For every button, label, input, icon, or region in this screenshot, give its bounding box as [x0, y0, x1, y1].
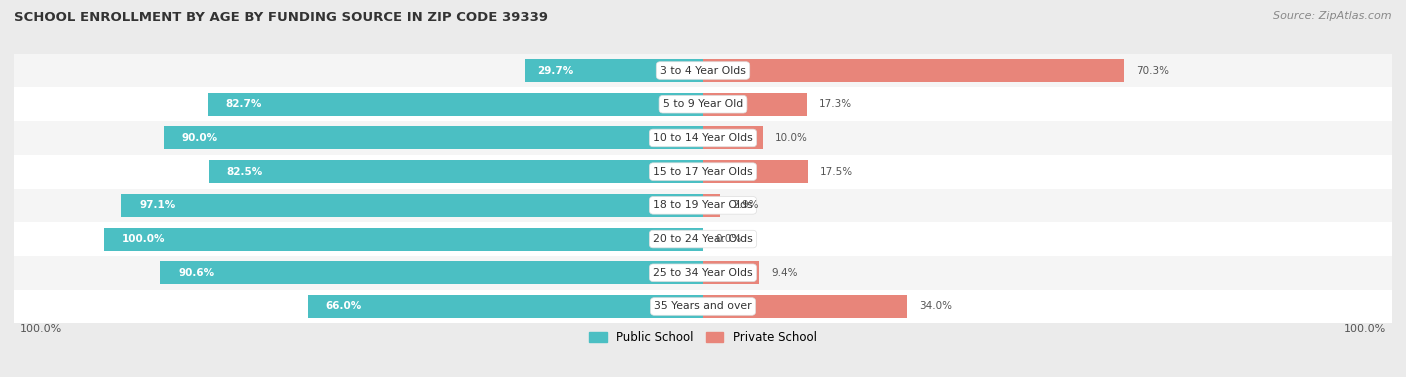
Bar: [524, 59, 703, 82]
Text: 25 to 34 Year Olds: 25 to 34 Year Olds: [654, 268, 752, 278]
Text: 3 to 4 Year Olds: 3 to 4 Year Olds: [659, 66, 747, 75]
Bar: [14, 188, 1392, 222]
Bar: [308, 295, 703, 318]
Text: 100.0%: 100.0%: [122, 234, 166, 244]
Text: 100.0%: 100.0%: [1344, 324, 1386, 334]
Bar: [208, 160, 703, 183]
Text: 90.0%: 90.0%: [181, 133, 218, 143]
Text: 17.5%: 17.5%: [820, 167, 853, 177]
Text: 10 to 14 Year Olds: 10 to 14 Year Olds: [654, 133, 752, 143]
Text: 97.1%: 97.1%: [139, 200, 176, 210]
Text: 5 to 9 Year Old: 5 to 9 Year Old: [662, 99, 744, 109]
Legend: Public School, Private School: Public School, Private School: [585, 326, 821, 349]
Text: 66.0%: 66.0%: [326, 302, 361, 311]
Bar: [14, 222, 1392, 256]
Text: 10.0%: 10.0%: [775, 133, 808, 143]
Bar: [14, 54, 1392, 87]
Text: 82.7%: 82.7%: [225, 99, 262, 109]
Bar: [703, 261, 759, 284]
Bar: [703, 126, 763, 149]
Text: 15 to 17 Year Olds: 15 to 17 Year Olds: [654, 167, 752, 177]
Text: 35 Years and over: 35 Years and over: [654, 302, 752, 311]
Bar: [165, 126, 703, 149]
Text: 34.0%: 34.0%: [918, 302, 952, 311]
Bar: [121, 194, 703, 217]
Text: 20 to 24 Year Olds: 20 to 24 Year Olds: [654, 234, 752, 244]
Bar: [104, 228, 703, 251]
Bar: [14, 87, 1392, 121]
Bar: [14, 256, 1392, 290]
Text: 18 to 19 Year Olds: 18 to 19 Year Olds: [654, 200, 752, 210]
Text: Source: ZipAtlas.com: Source: ZipAtlas.com: [1274, 11, 1392, 21]
Text: 0.0%: 0.0%: [716, 234, 741, 244]
Bar: [160, 261, 703, 284]
Text: 90.6%: 90.6%: [179, 268, 214, 278]
Text: 29.7%: 29.7%: [537, 66, 574, 75]
Bar: [14, 290, 1392, 323]
Bar: [703, 59, 1125, 82]
Bar: [703, 295, 907, 318]
Text: 100.0%: 100.0%: [20, 324, 62, 334]
Text: SCHOOL ENROLLMENT BY AGE BY FUNDING SOURCE IN ZIP CODE 39339: SCHOOL ENROLLMENT BY AGE BY FUNDING SOUR…: [14, 11, 548, 24]
Text: 9.4%: 9.4%: [772, 268, 797, 278]
Bar: [703, 194, 720, 217]
Text: 17.3%: 17.3%: [818, 99, 852, 109]
Text: 82.5%: 82.5%: [226, 167, 263, 177]
Text: 2.9%: 2.9%: [733, 200, 759, 210]
Bar: [208, 93, 703, 116]
Bar: [703, 160, 808, 183]
Bar: [14, 121, 1392, 155]
Bar: [14, 155, 1392, 188]
Bar: [703, 93, 807, 116]
Text: 70.3%: 70.3%: [1136, 66, 1170, 75]
